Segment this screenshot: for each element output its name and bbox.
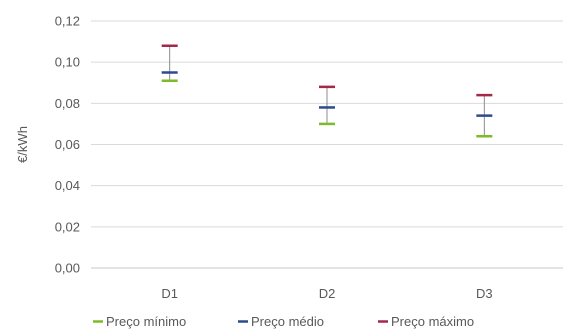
y-tick-label: 0,00 bbox=[55, 261, 80, 276]
y-axis-tick-labels: 0,00 0,02 0,04 0,06 0,08 0,10 0,12 bbox=[55, 14, 80, 276]
gridlines bbox=[91, 20, 563, 269]
legend-label: Preço médio bbox=[251, 314, 324, 329]
price-markers bbox=[161, 44, 493, 138]
y-tick-label: 0,04 bbox=[55, 178, 80, 193]
y-tick-label: 0,02 bbox=[55, 219, 80, 234]
y-tick-label: 0,06 bbox=[55, 137, 80, 152]
legend-label: Preço máximo bbox=[391, 314, 474, 329]
x-axis-tick-labels: D1 D2 D3 bbox=[161, 286, 492, 301]
y-axis-title: €/kWh bbox=[15, 126, 30, 163]
x-tick-label: D1 bbox=[161, 286, 178, 301]
y-tick-label: 0,08 bbox=[55, 96, 80, 111]
y-tick-label: 0,12 bbox=[55, 14, 80, 29]
x-tick-label: D3 bbox=[476, 286, 493, 301]
y-tick-label: 0,10 bbox=[55, 55, 80, 70]
legend: Preço mínimo Preço médio Preço máximo bbox=[93, 314, 474, 329]
x-tick-label: D2 bbox=[319, 286, 336, 301]
legend-label: Preço mínimo bbox=[106, 314, 186, 329]
